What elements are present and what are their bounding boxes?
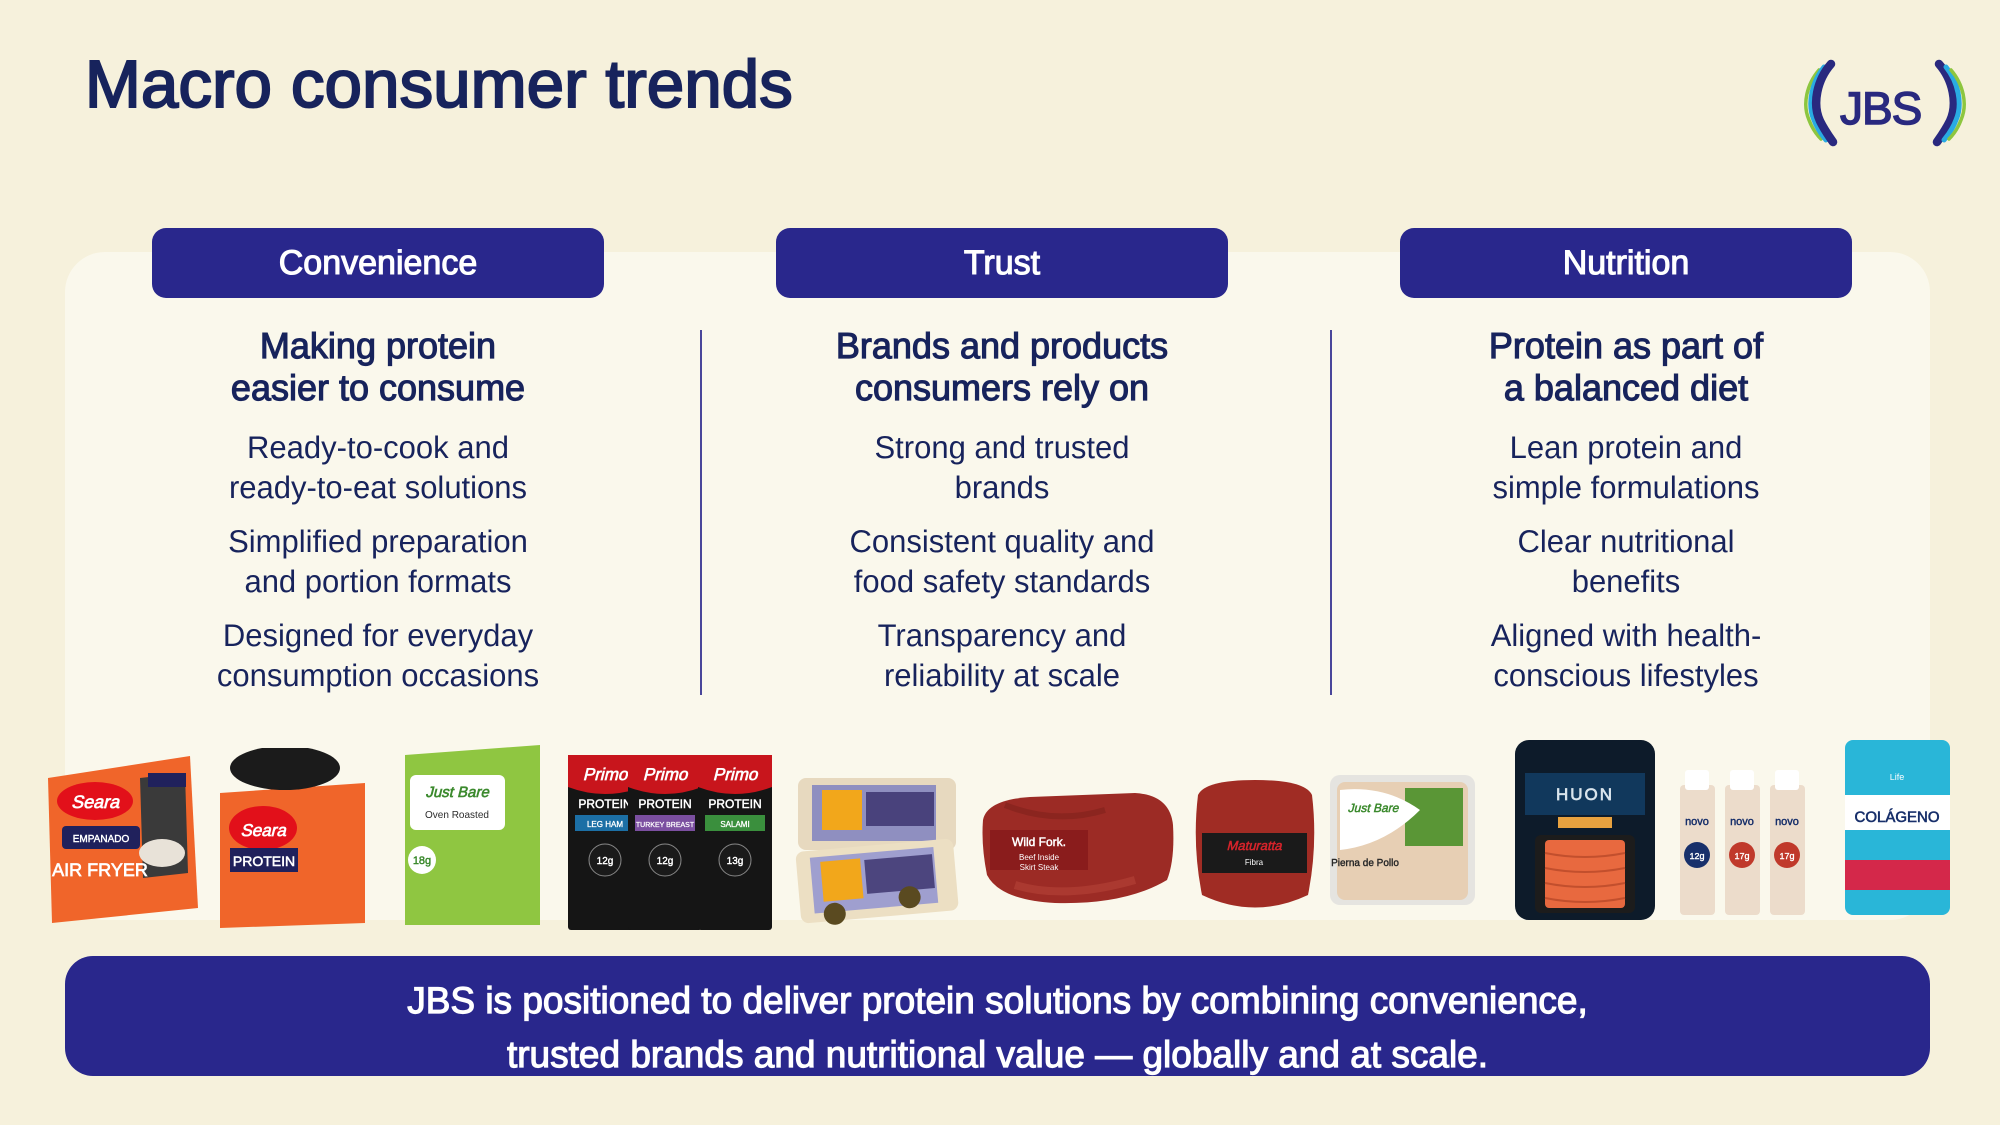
svg-text:HUON: HUON — [1556, 785, 1614, 804]
svg-text:Life: Life — [1890, 772, 1905, 782]
svg-text:AIR FRYER: AIR FRYER — [51, 860, 148, 880]
svg-text:12g: 12g — [597, 856, 614, 867]
svg-text:PROTEIN: PROTEIN — [233, 853, 295, 869]
svg-text:17g: 17g — [1734, 851, 1749, 862]
svg-text:JBS: JBS — [1839, 82, 1922, 134]
svg-text:17g: 17g — [1779, 851, 1794, 862]
svg-text:Seara: Seara — [240, 821, 287, 840]
svg-text:COLÁGENO: COLÁGENO — [1854, 807, 1939, 826]
svg-text:LEG HAM: LEG HAM — [587, 820, 623, 829]
svg-text:Seara: Seara — [71, 792, 120, 812]
svg-text:18g: 18g — [413, 855, 431, 867]
svg-text:PROTEIN: PROTEIN — [708, 797, 761, 811]
svg-text:PROTEIN: PROTEIN — [638, 797, 691, 811]
svg-text:Skirt Steak: Skirt Steak — [1020, 863, 1060, 872]
svg-text:Beef Inside: Beef Inside — [1019, 853, 1060, 862]
svg-text:PROTEIN: PROTEIN — [578, 797, 631, 811]
svg-text:Just Bare: Just Bare — [1348, 801, 1400, 815]
svg-text:EMPANADO: EMPANADO — [73, 834, 130, 845]
svg-text:Primo: Primo — [643, 765, 689, 784]
svg-text:SALAMI: SALAMI — [720, 820, 749, 829]
svg-text:Fibra: Fibra — [1245, 858, 1264, 867]
svg-text:13g: 13g — [727, 856, 744, 867]
svg-text:novo: novo — [1685, 816, 1709, 828]
svg-text:Wild Fork.: Wild Fork. — [1011, 835, 1066, 849]
svg-text:Primo: Primo — [713, 765, 759, 784]
svg-text:Maturatta: Maturatta — [1227, 838, 1283, 853]
svg-text:Just Bare: Just Bare — [425, 784, 490, 801]
svg-text:novo: novo — [1775, 816, 1799, 828]
svg-text:Oven Roasted: Oven Roasted — [425, 810, 489, 821]
svg-text:novo: novo — [1730, 816, 1754, 828]
svg-text:Pierna de Pollo: Pierna de Pollo — [1331, 858, 1399, 869]
svg-text:12g: 12g — [657, 856, 674, 867]
svg-text:Primo: Primo — [583, 765, 629, 784]
svg-text:12g: 12g — [1689, 851, 1704, 862]
svg-text:TURKEY BREAST: TURKEY BREAST — [636, 821, 695, 829]
